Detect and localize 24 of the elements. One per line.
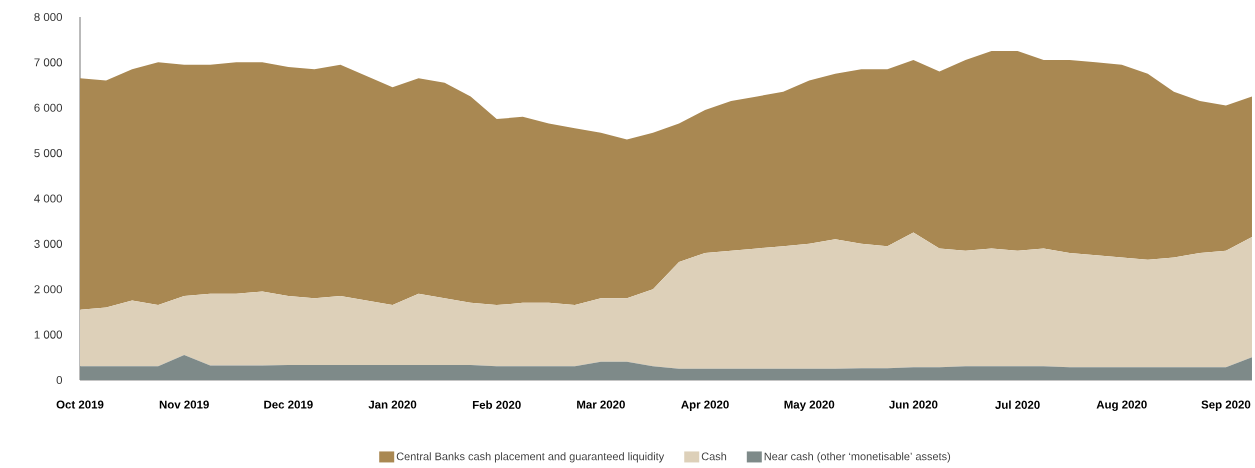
x-tick-label: Nov 2019	[159, 400, 209, 409]
legend-label: Cash	[701, 452, 727, 461]
x-tick-label: Mar 2020	[577, 400, 625, 409]
legend-label: Near cash (other ‘monetisable’ assets)	[764, 452, 951, 463]
x-tick-label: May 2020	[784, 400, 835, 411]
x-tick-label: Feb 2020	[472, 400, 521, 409]
y-tick-label: 3 000	[34, 239, 63, 248]
x-tick-label: Apr 2020	[681, 400, 729, 411]
x-tick-label: Oct 2019	[56, 400, 104, 409]
y-tick-label: 2 000	[34, 285, 63, 294]
y-tick-label: 0	[56, 375, 63, 385]
y-tick-label: 8 000	[34, 12, 63, 22]
y-tick-label: 1 000	[34, 330, 63, 339]
y-tick-label: 5 000	[34, 149, 63, 158]
x-tick-label: Jan 2020	[368, 400, 417, 409]
legend-label: Central Banks cash placement and guaranteed liquidity	[396, 452, 665, 463]
x-tick-label: Aug 2020	[1096, 400, 1147, 411]
x-tick-label: Dec 2019	[264, 400, 313, 409]
y-tick-label: 7 000	[34, 58, 63, 67]
x-tick-label: Jul 2020	[995, 400, 1040, 409]
x-tick-label: Sep 2020	[1201, 400, 1251, 411]
x-tick-label: Jun 2020	[889, 400, 938, 409]
y-tick-label: 6 000	[34, 103, 63, 112]
y-tick-label: 4 000	[34, 194, 63, 203]
